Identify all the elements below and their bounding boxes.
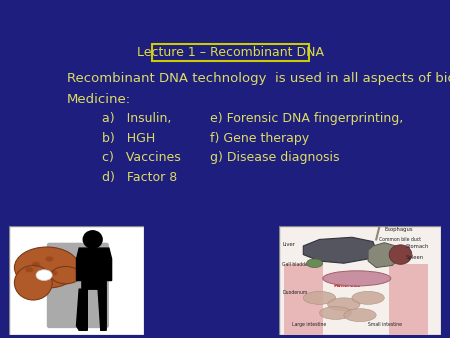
Ellipse shape [39,272,47,278]
FancyBboxPatch shape [284,264,323,335]
Text: Recombinant DNA technology  is used in all aspects of biology:: Recombinant DNA technology is used in al… [67,72,450,85]
Ellipse shape [306,259,323,268]
Ellipse shape [344,309,376,322]
Text: g) Disease diagnosis: g) Disease diagnosis [210,151,339,164]
Text: Medicine:: Medicine: [67,93,131,105]
Text: Large intestine: Large intestine [292,322,326,327]
Text: Stomach: Stomach [405,244,429,249]
Polygon shape [76,248,112,289]
Polygon shape [303,237,376,263]
Polygon shape [368,243,400,268]
Text: Liver: Liver [282,242,295,247]
Ellipse shape [36,270,52,281]
FancyBboxPatch shape [152,44,309,62]
Text: d)   Factor 8: d) Factor 8 [102,171,177,184]
Ellipse shape [14,247,79,288]
Text: Duodenum: Duodenum [282,290,308,294]
Text: e) Forensic DNA fingerprinting,: e) Forensic DNA fingerprinting, [210,112,403,125]
Ellipse shape [352,291,384,304]
Ellipse shape [303,291,336,304]
FancyBboxPatch shape [389,264,428,335]
Ellipse shape [389,245,412,264]
Text: Lecture 1 – Recombinant DNA: Lecture 1 – Recombinant DNA [137,46,324,59]
Ellipse shape [32,262,40,267]
Text: Small intestine: Small intestine [368,322,402,327]
FancyBboxPatch shape [47,243,109,328]
Text: Spleen: Spleen [405,255,423,260]
Text: a)   Insulin,: a) Insulin, [102,112,171,125]
FancyBboxPatch shape [9,226,144,335]
Ellipse shape [45,256,54,262]
Ellipse shape [328,298,360,311]
Ellipse shape [83,231,102,248]
Ellipse shape [50,270,58,276]
Ellipse shape [25,267,33,272]
Text: b)   HGH: b) HGH [102,132,155,145]
Text: Pancreas: Pancreas [333,283,360,288]
Text: c)   Vaccines: c) Vaccines [102,151,180,164]
Text: Common bile duct: Common bile duct [379,237,422,242]
Ellipse shape [51,266,81,284]
Text: Esophagus: Esophagus [384,227,413,232]
FancyBboxPatch shape [279,226,441,335]
Polygon shape [98,289,106,330]
Ellipse shape [323,271,391,286]
Text: Gall bladder: Gall bladder [282,263,310,267]
Polygon shape [76,289,87,330]
Ellipse shape [14,265,52,300]
Ellipse shape [320,307,352,319]
Text: f) Gene therapy: f) Gene therapy [210,132,309,145]
